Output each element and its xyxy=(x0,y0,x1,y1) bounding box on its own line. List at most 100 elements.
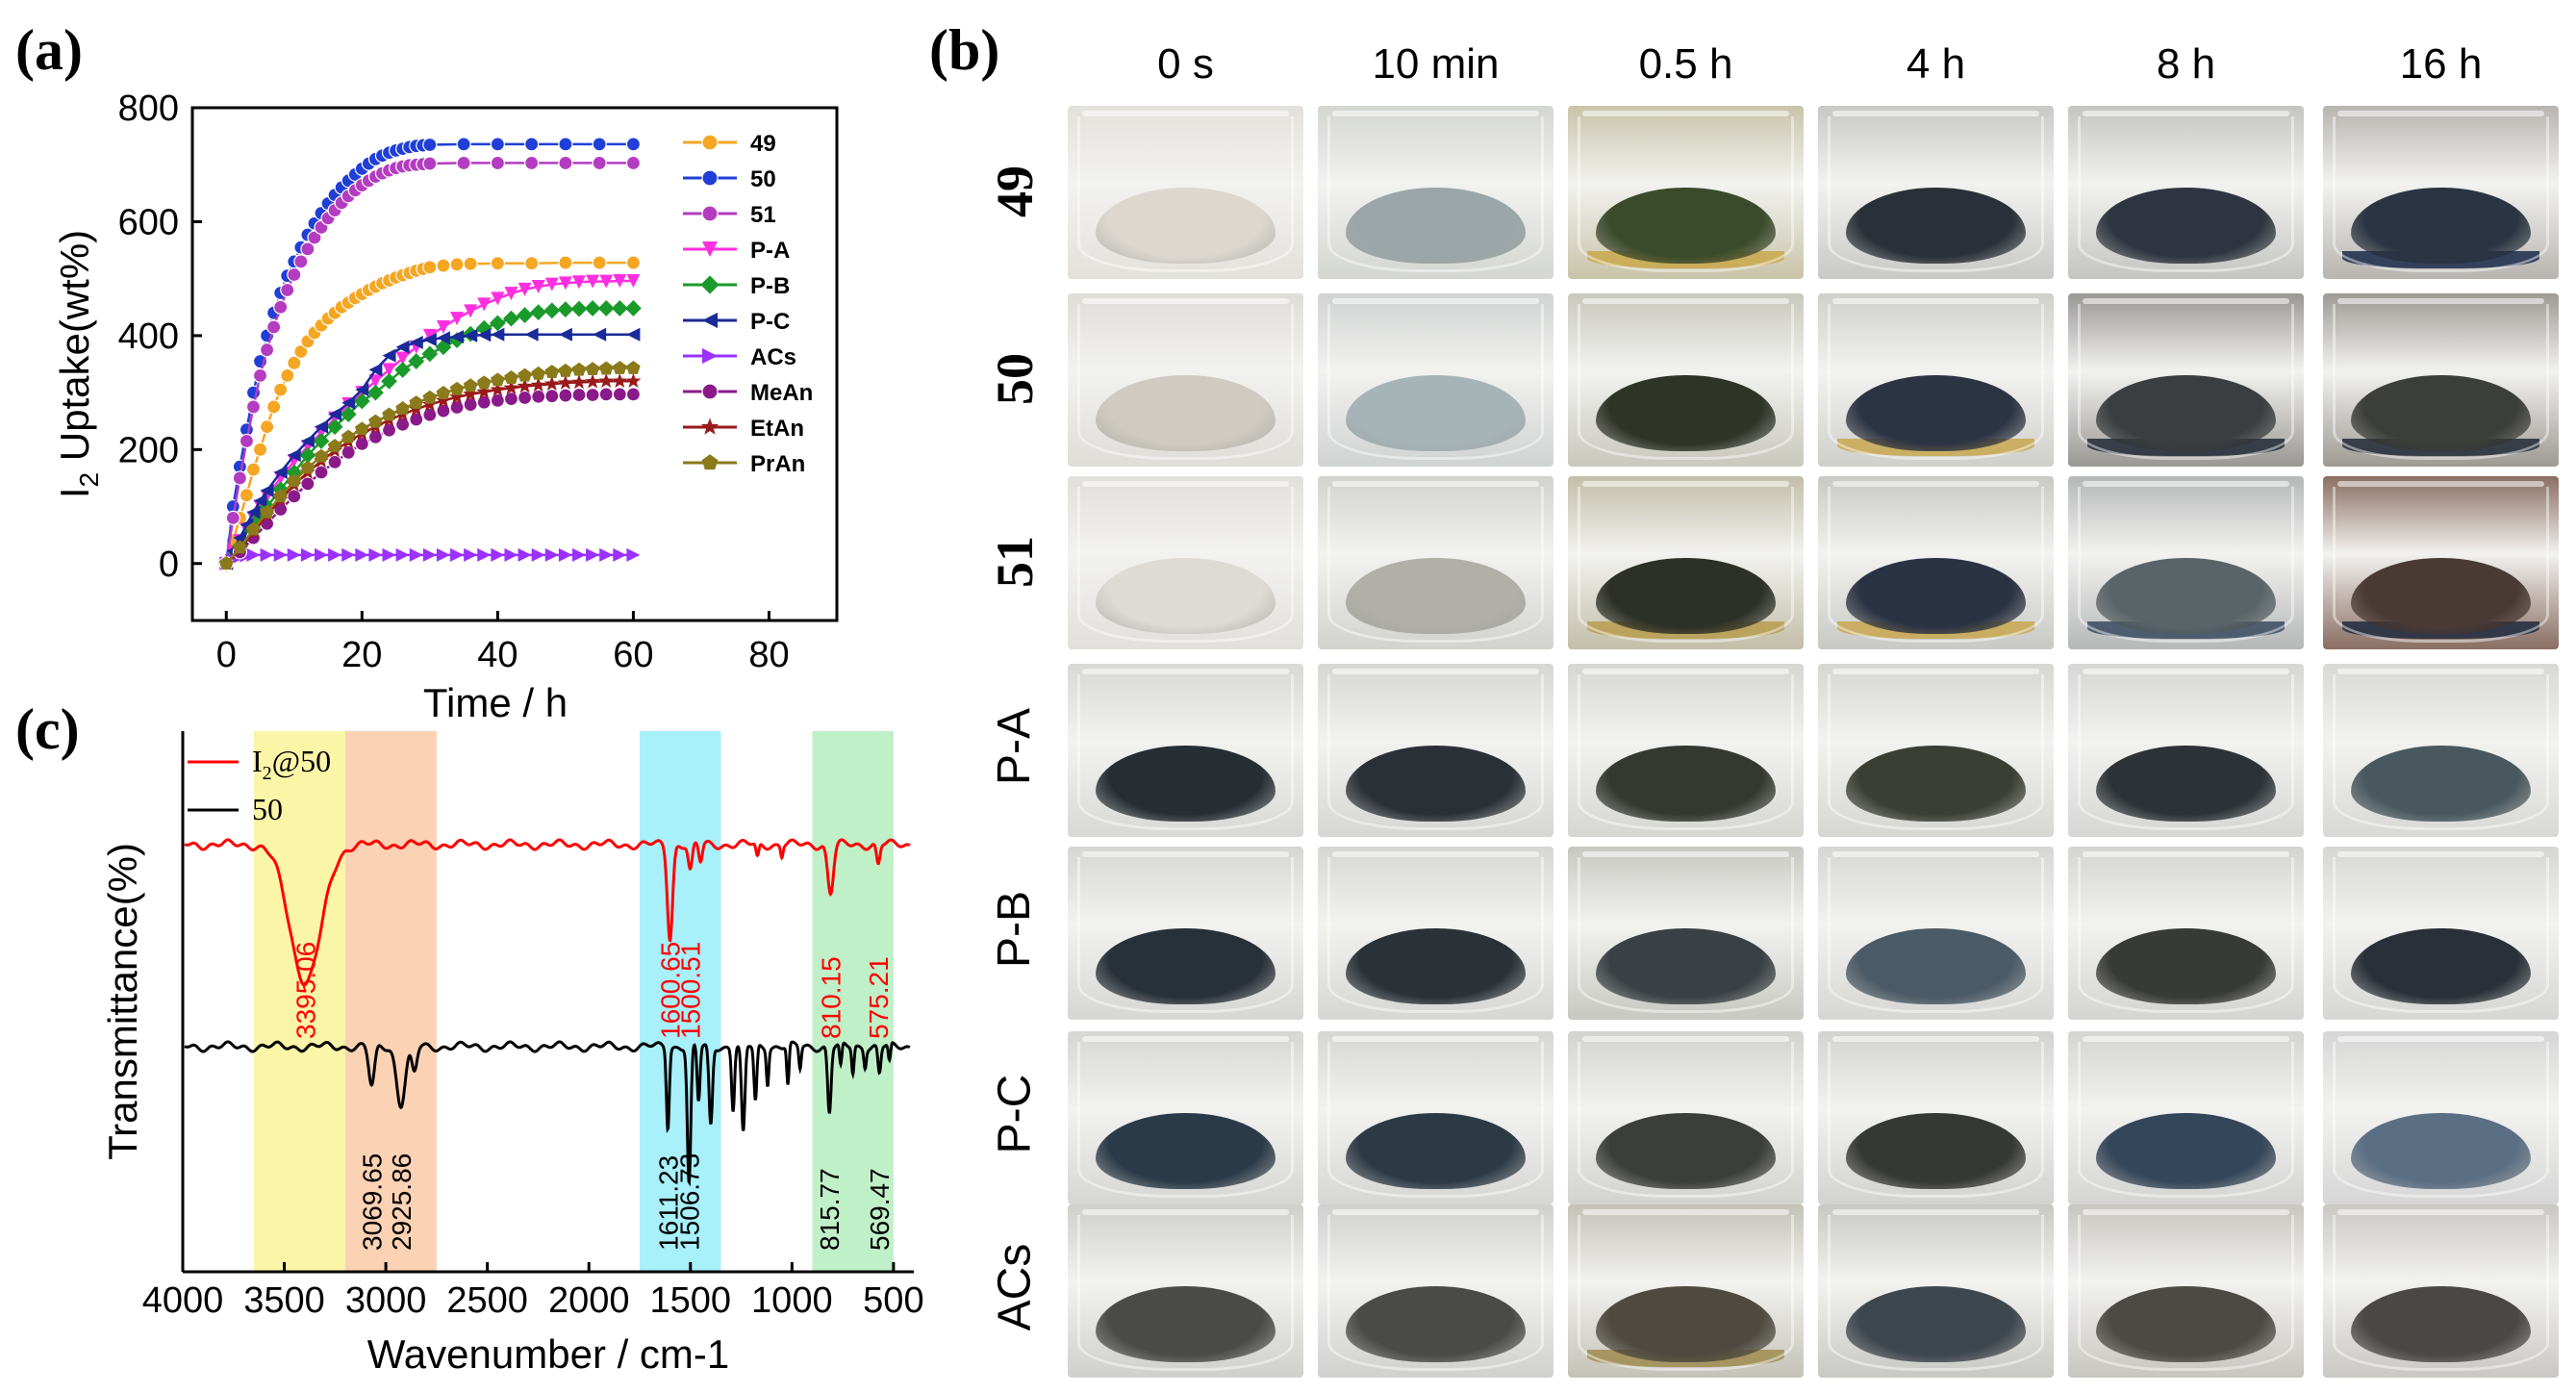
data-point xyxy=(464,304,478,318)
vial-photo xyxy=(2068,664,2304,837)
vial-photo xyxy=(1818,293,2054,467)
vial-photo xyxy=(1568,1031,1804,1204)
vial-photo xyxy=(2323,664,2559,837)
x-tick-label: 3500 xyxy=(243,1280,325,1321)
data-point xyxy=(517,378,533,393)
y-axis-title: I2 Uptake(wt%) xyxy=(52,230,104,498)
data-point xyxy=(354,421,369,436)
data-point xyxy=(409,335,423,349)
data-point xyxy=(476,375,492,390)
y-tick-label: 200 xyxy=(118,430,179,470)
data-point xyxy=(259,342,275,358)
x-tick-label: 1000 xyxy=(751,1280,833,1321)
data-point xyxy=(368,414,383,428)
data-point xyxy=(477,328,492,342)
data-point xyxy=(702,348,718,364)
data-point xyxy=(409,412,424,427)
data-point xyxy=(293,343,309,360)
data-point xyxy=(586,274,600,289)
x-tick-label: 2500 xyxy=(446,1280,528,1321)
data-point xyxy=(293,254,309,269)
data-point xyxy=(299,446,316,464)
data-point xyxy=(273,466,288,480)
data-point xyxy=(300,547,315,562)
data-point xyxy=(489,315,506,332)
data-point xyxy=(599,274,614,289)
data-point xyxy=(612,372,628,389)
data-point xyxy=(450,312,465,326)
vial-photo xyxy=(1068,1204,1303,1378)
data-point xyxy=(572,547,586,562)
vial-photo xyxy=(1818,847,2054,1020)
data-point xyxy=(266,319,282,335)
data-point xyxy=(327,454,342,469)
data-point xyxy=(585,387,600,403)
data-point xyxy=(253,494,267,508)
data-point xyxy=(436,320,450,335)
data-point xyxy=(571,374,587,390)
data-point xyxy=(435,393,451,408)
data-point xyxy=(626,274,641,289)
data-point xyxy=(340,406,357,423)
spectrum-line xyxy=(184,1040,911,1187)
row-header: P-A xyxy=(988,707,1040,786)
data-point xyxy=(287,448,301,463)
data-point xyxy=(463,386,479,401)
vial-photo xyxy=(1318,664,1553,837)
data-point xyxy=(558,137,573,152)
vial-photo xyxy=(2323,1204,2559,1378)
vial-photo xyxy=(1568,476,1804,649)
data-point xyxy=(626,360,641,374)
y-tick-label: 800 xyxy=(118,89,179,129)
data-point xyxy=(422,156,438,171)
legend-label: 50 xyxy=(750,166,776,192)
data-point xyxy=(232,470,247,486)
data-point xyxy=(584,300,601,317)
row-header: ACs xyxy=(989,1243,1040,1331)
legend-label: P-B xyxy=(750,273,790,299)
vial-photo xyxy=(1818,1031,2054,1204)
data-point xyxy=(422,407,438,422)
vial-photo xyxy=(1568,293,1804,467)
panel-a-letter: (a) xyxy=(15,18,83,82)
series-acs xyxy=(219,547,641,570)
data-point xyxy=(524,137,540,152)
data-point xyxy=(464,328,478,342)
data-point xyxy=(449,399,465,416)
data-point xyxy=(592,255,607,270)
data-point xyxy=(586,547,600,562)
spectrum-line xyxy=(184,838,911,987)
x-axis-title: Wavenumber / cm-1 xyxy=(367,1331,730,1377)
data-point xyxy=(300,476,316,492)
data-point xyxy=(625,255,642,270)
data-point xyxy=(341,395,356,410)
y-tick-label: 400 xyxy=(118,317,179,357)
highlight-band xyxy=(812,731,894,1272)
data-point xyxy=(558,547,572,562)
row-header: 50 xyxy=(986,353,1044,405)
column-header: 10 min xyxy=(1372,40,1500,88)
data-point xyxy=(490,256,505,271)
data-point xyxy=(700,275,720,294)
data-point xyxy=(246,505,261,519)
data-point xyxy=(558,276,572,291)
data-point xyxy=(422,260,438,275)
data-point xyxy=(558,255,573,270)
data-point xyxy=(314,448,329,463)
data-point xyxy=(503,379,519,395)
data-point xyxy=(558,155,573,171)
data-point xyxy=(463,378,478,393)
column-header: 0 s xyxy=(1157,40,1214,88)
column-header: 0.5 h xyxy=(1638,40,1733,88)
data-point xyxy=(422,390,438,404)
data-point xyxy=(530,304,547,321)
data-point xyxy=(421,345,439,363)
panel-b-letter: (b) xyxy=(929,18,1000,82)
vial-photo xyxy=(1818,476,2054,649)
data-point xyxy=(701,169,719,187)
vial-photo xyxy=(1318,847,1553,1020)
vial-photo xyxy=(1068,106,1303,279)
data-point xyxy=(328,547,342,562)
